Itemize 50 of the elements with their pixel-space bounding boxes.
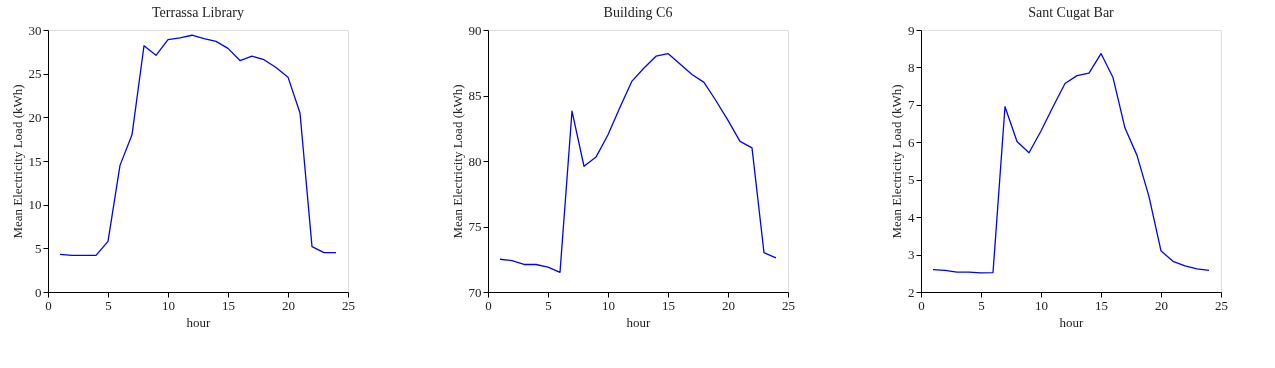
chart-title: Terrassa Library [152, 5, 244, 20]
x-tick-label: 15 [662, 297, 675, 313]
x-tick-label: 25 [782, 297, 795, 313]
y-tick-label: 6 [908, 134, 915, 150]
x-tick-label: 15 [222, 297, 235, 313]
y-tick-label: 5 [35, 240, 42, 256]
line-series [499, 52, 777, 273]
y-tick-label: 30 [28, 22, 42, 38]
chart-title: Building C6 [603, 5, 673, 20]
y-tick-label: 20 [28, 109, 42, 125]
y-tick-label: 85 [468, 88, 482, 103]
line-series [932, 52, 1210, 274]
x-tick-label: 20 [722, 297, 735, 313]
y-tick-label: 9 [908, 22, 915, 38]
x-axis-title: hour [1059, 314, 1085, 330]
y-tick-label: 80 [468, 153, 482, 169]
y-tick-label: 0 [35, 284, 42, 300]
y-tick-label: 10 [28, 197, 42, 213]
x-tick-label: 5 [105, 297, 112, 313]
y-tick-label: 5 [908, 172, 915, 188]
y-tick-label: 4 [908, 209, 915, 225]
x-tick-label: 10 [162, 297, 175, 313]
y-tick-label: 90 [468, 22, 482, 38]
x-tick-label: 0 [485, 297, 492, 313]
y-axis-title: Mean Electricity Load (kWh) [889, 84, 904, 239]
y-tick-label: 25 [28, 66, 42, 82]
y-tick-label: 70 [468, 284, 482, 300]
y-tick-label: 75 [468, 219, 482, 234]
x-tick-label: 0 [918, 297, 925, 313]
y-tick-label: 2 [908, 284, 915, 300]
x-tick-label: 20 [282, 297, 295, 313]
y-tick-label: 8 [908, 59, 915, 75]
y-tick-label: 3 [908, 247, 915, 263]
x-tick-label: 25 [1215, 297, 1228, 313]
chart-title: Sant Cugat Bar [1028, 5, 1115, 20]
x-tick-label: 5 [545, 297, 552, 313]
line-series [59, 34, 337, 256]
x-tick-label: 10 [1035, 297, 1048, 313]
y-tick-label: 15 [28, 153, 42, 169]
x-axis-title: hour [626, 314, 652, 330]
x-tick-label: 15 [1095, 297, 1108, 313]
x-tick-label: 5 [978, 297, 985, 313]
x-tick-label: 10 [602, 297, 615, 313]
x-tick-label: 0 [45, 297, 52, 313]
x-axis-title: hour [186, 314, 212, 330]
y-axis-title: Mean Electricity Load (kWh) [449, 84, 465, 239]
y-axis-title: Mean Electricity Load (kWh) [9, 84, 25, 239]
y-tick-label: 7 [908, 97, 915, 113]
x-tick-label: 20 [1155, 297, 1168, 313]
x-tick-label: 25 [342, 297, 355, 313]
